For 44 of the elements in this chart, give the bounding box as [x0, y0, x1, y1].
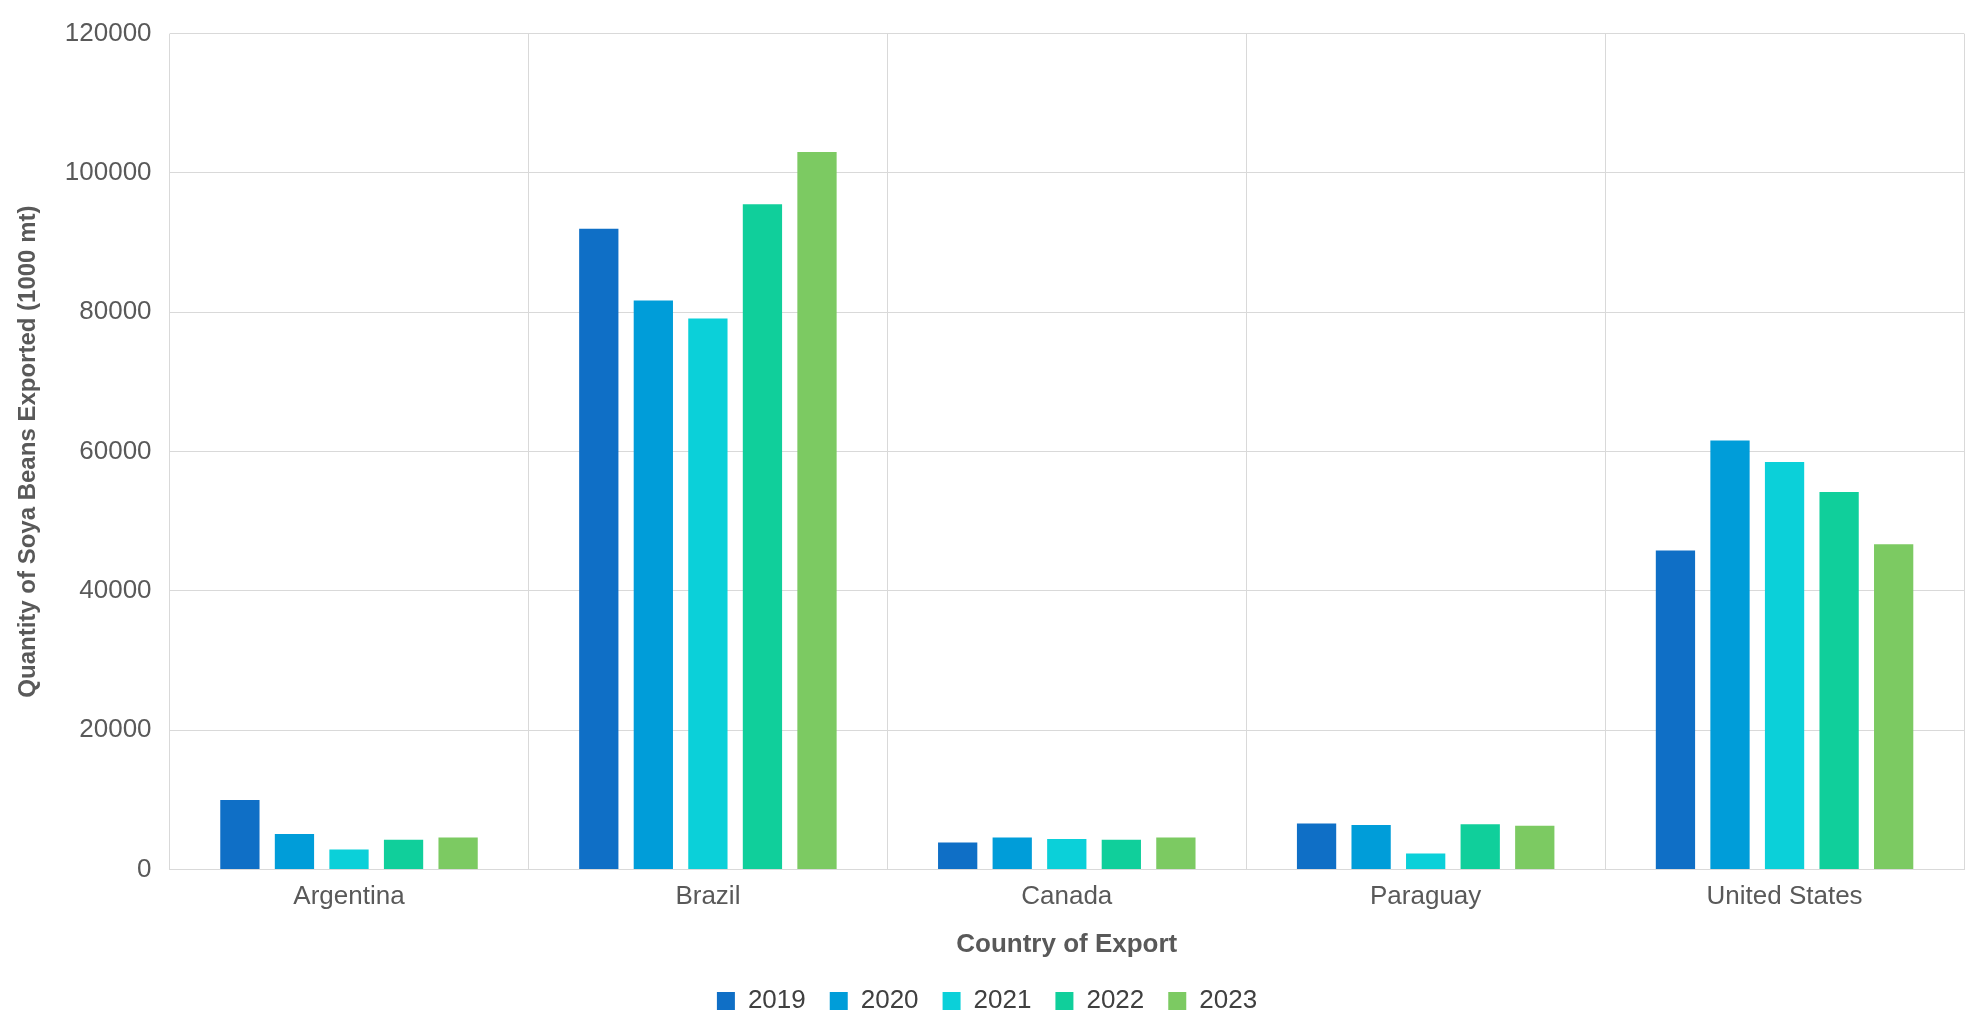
y-tick-label: 120000	[64, 16, 152, 47]
bar	[633, 300, 673, 870]
bar	[274, 834, 315, 870]
bar	[1296, 823, 1337, 870]
bar	[438, 837, 478, 870]
x-tick-label: Brazil	[675, 880, 741, 911]
bar	[1406, 853, 1446, 870]
bar	[742, 204, 783, 870]
x-axis-title: Country of Export	[956, 927, 1178, 958]
bar	[329, 849, 369, 870]
y-tick-label: 20000	[79, 713, 152, 744]
bar	[797, 152, 837, 870]
bar	[383, 839, 424, 870]
legend-label: 2019	[747, 984, 806, 1015]
bar	[1156, 837, 1196, 870]
y-tick-label: 100000	[64, 156, 152, 187]
bar	[1351, 825, 1391, 870]
bar	[1874, 544, 1914, 870]
x-tick-label: United States	[1706, 880, 1863, 911]
bar	[992, 837, 1032, 870]
x-tick-label: Argentina	[293, 880, 406, 911]
bar	[220, 799, 260, 870]
bar	[688, 318, 728, 870]
y-axis-title: Quantity of Soya Beans Exported (1000 mt)	[13, 205, 41, 698]
bar	[579, 228, 619, 870]
bar	[1819, 492, 1859, 870]
legend-label: 2022	[1086, 984, 1145, 1015]
bar	[1764, 462, 1805, 870]
y-tick-label: 40000	[79, 574, 152, 605]
bar	[1047, 838, 1087, 870]
y-tick-label: 80000	[79, 295, 152, 326]
y-tick-label: 0	[137, 852, 152, 883]
bar	[1655, 550, 1696, 870]
y-tick-label: 60000	[79, 434, 152, 465]
legend-label: 2020	[860, 984, 919, 1015]
bar	[938, 842, 978, 870]
legend-label: 2023	[1199, 984, 1258, 1015]
x-tick-label: Paraguay	[1370, 880, 1482, 911]
x-tick-label: Canada	[1021, 880, 1113, 911]
bar	[1101, 839, 1141, 870]
bar	[1515, 825, 1555, 870]
legend-label: 2021	[973, 984, 1032, 1015]
bar	[1460, 824, 1500, 870]
bar	[1710, 440, 1750, 870]
